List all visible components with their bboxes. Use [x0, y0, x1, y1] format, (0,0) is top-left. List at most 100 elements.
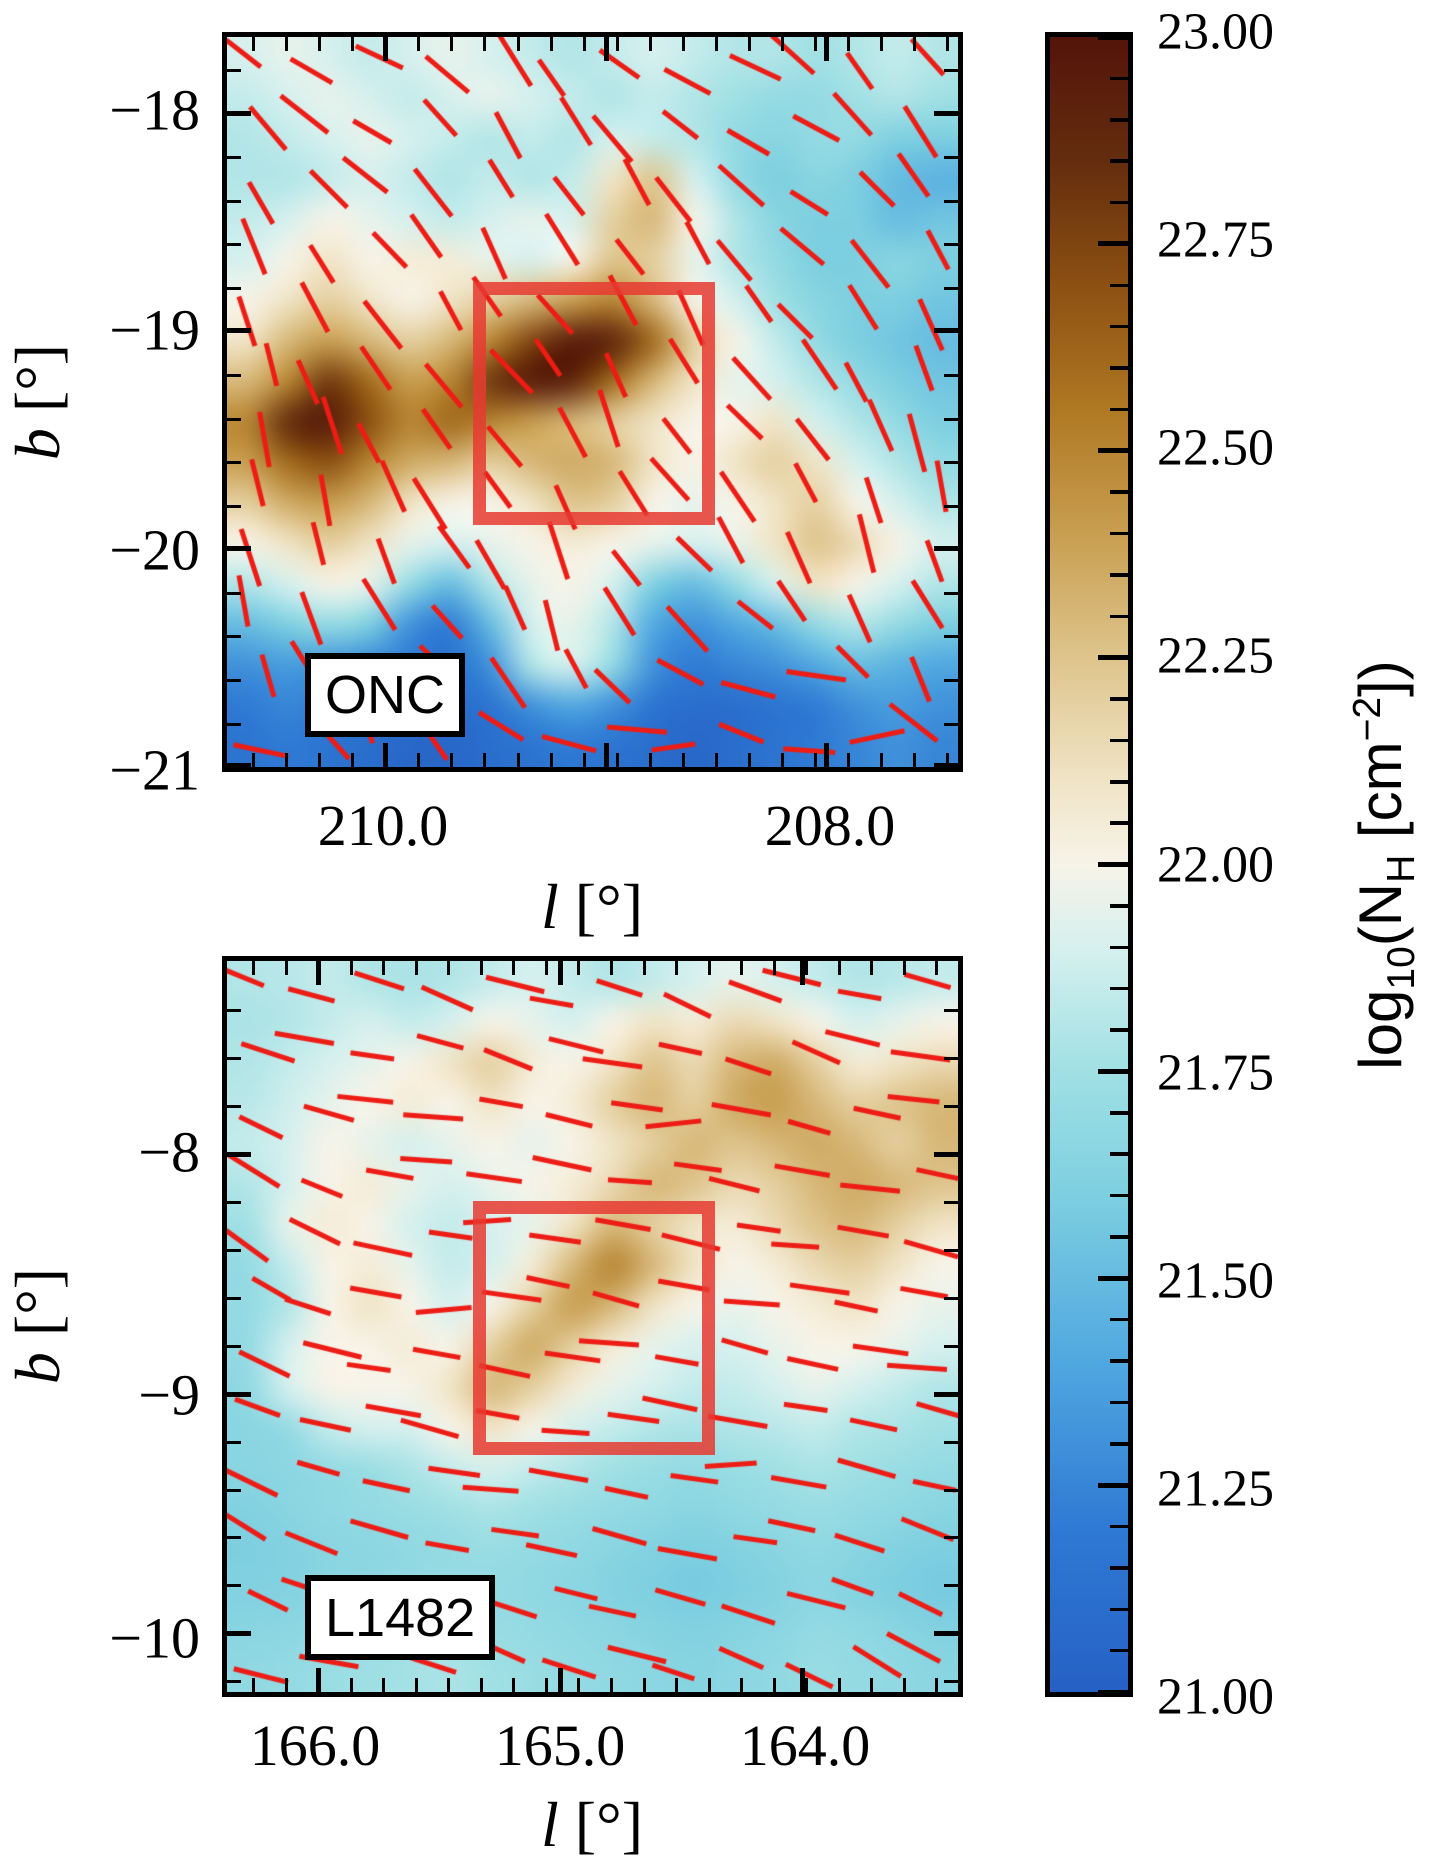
minor-tick	[780, 37, 784, 51]
l1482-yaxis-var: b	[2, 1352, 73, 1385]
minor-tick	[944, 286, 958, 290]
minor-tick	[227, 591, 241, 595]
colorbar-minor-tick	[1110, 697, 1128, 701]
minor-tick	[944, 635, 958, 639]
minor-tick	[417, 753, 421, 767]
minor-tick	[944, 156, 958, 160]
minor-tick	[479, 961, 483, 975]
minor-tick	[227, 1200, 241, 1204]
colorbar-tick-label: 21.50	[1157, 1252, 1274, 1310]
minor-tick	[227, 722, 241, 726]
colorbar-major-tick	[1098, 1275, 1128, 1281]
onc-yaxis-var: b	[2, 428, 73, 461]
minor-tick	[837, 1678, 841, 1692]
minor-tick	[642, 961, 646, 975]
minor-tick	[879, 753, 883, 767]
onc-inset-rectangle	[472, 281, 716, 526]
colorbar-minor-tick	[1110, 1566, 1128, 1570]
minor-tick	[944, 678, 958, 682]
minor-tick	[252, 961, 256, 975]
minor-tick	[648, 753, 652, 767]
colorbar	[1045, 32, 1133, 1697]
minor-tick	[879, 37, 883, 51]
colorbar-minor-tick	[1110, 738, 1128, 743]
minor-tick	[318, 37, 322, 51]
minor-tick	[714, 753, 718, 767]
minor-tick	[944, 1296, 958, 1300]
colorbar-tick-label: 22.75	[1157, 211, 1274, 269]
minor-tick	[516, 37, 520, 51]
major-tick	[934, 545, 958, 551]
minor-tick	[870, 1678, 874, 1692]
colorbar-major-tick	[1098, 1068, 1128, 1074]
minor-tick	[252, 1678, 256, 1692]
major-tick	[316, 1668, 322, 1692]
minor-tick	[740, 961, 744, 975]
major-tick	[227, 545, 251, 551]
minor-tick	[944, 1200, 958, 1204]
minor-tick	[780, 753, 784, 767]
minor-tick	[227, 199, 241, 203]
colorbar-minor-tick	[1110, 200, 1128, 205]
minor-tick	[944, 1680, 958, 1684]
onc-xaxis-label: l [°]	[541, 871, 643, 942]
onc-xaxis-unit	[559, 871, 575, 942]
minor-tick	[747, 753, 751, 767]
colorbar-minor-tick	[1110, 945, 1128, 949]
onc-xaxis-var: l	[541, 871, 559, 942]
minor-tick	[944, 373, 958, 377]
colorbar-tick-label: 22.00	[1157, 836, 1274, 893]
onc-yaxis-unit	[2, 412, 73, 428]
colorbar-minor-tick	[1110, 1193, 1128, 1198]
colorbar-minor-tick	[1110, 614, 1128, 618]
minor-tick	[944, 461, 958, 465]
minor-tick	[414, 1678, 418, 1692]
minor-tick	[813, 753, 817, 767]
onc-ytick--19: −19	[109, 297, 200, 363]
colorbar-minor-tick	[1110, 531, 1128, 536]
major-tick	[383, 743, 389, 767]
minor-tick	[707, 1678, 711, 1692]
colorbar-minor-tick	[1110, 76, 1128, 81]
onc-yaxis-label: b [°]	[2, 343, 73, 461]
l1482-xtick-166: 166.0	[249, 1713, 381, 1778]
minor-tick	[944, 1008, 958, 1012]
minor-tick	[944, 1104, 958, 1108]
l1482-yaxis-label: b [°]	[2, 1267, 73, 1385]
minor-tick	[549, 753, 553, 767]
minor-tick	[935, 1678, 939, 1692]
major-tick	[799, 1668, 805, 1692]
minor-tick	[483, 37, 487, 51]
minor-tick	[610, 1678, 613, 1692]
minor-tick	[846, 37, 850, 51]
l1482-xaxis-var: l	[541, 1789, 559, 1860]
major-tick	[603, 743, 609, 767]
minor-tick	[227, 1488, 241, 1492]
colorbar-major-tick	[1098, 241, 1128, 247]
colorbar-minor-tick	[1110, 986, 1128, 991]
colorbar-minor-tick	[1110, 118, 1128, 122]
minor-tick	[944, 199, 958, 203]
minor-tick	[944, 722, 958, 726]
minor-tick	[846, 753, 850, 767]
minor-tick	[227, 243, 241, 247]
colorbar-minor-tick	[1110, 1400, 1128, 1405]
minor-tick	[447, 961, 451, 975]
minor-tick	[351, 37, 355, 51]
colorbar-tick-label: 21.75	[1157, 1044, 1274, 1102]
colorbar-tick-label: 23.00	[1157, 3, 1274, 61]
minor-tick	[944, 417, 958, 421]
colorbar-minor-tick	[1110, 1524, 1128, 1529]
minor-tick	[227, 68, 241, 72]
minor-tick	[227, 1248, 241, 1252]
minor-tick	[681, 753, 685, 767]
colorbar-minor-tick	[1110, 407, 1128, 412]
l1482-xaxis-unit	[559, 1789, 575, 1860]
colorbar-minor-tick	[1110, 821, 1128, 825]
minor-tick	[227, 678, 241, 682]
minor-tick	[714, 37, 718, 51]
l1482-ytick--8: −8	[138, 1119, 200, 1185]
colorbar-minor-tick	[1110, 366, 1128, 370]
colorbar-minor-tick	[1110, 1235, 1128, 1239]
minor-tick	[450, 753, 454, 767]
